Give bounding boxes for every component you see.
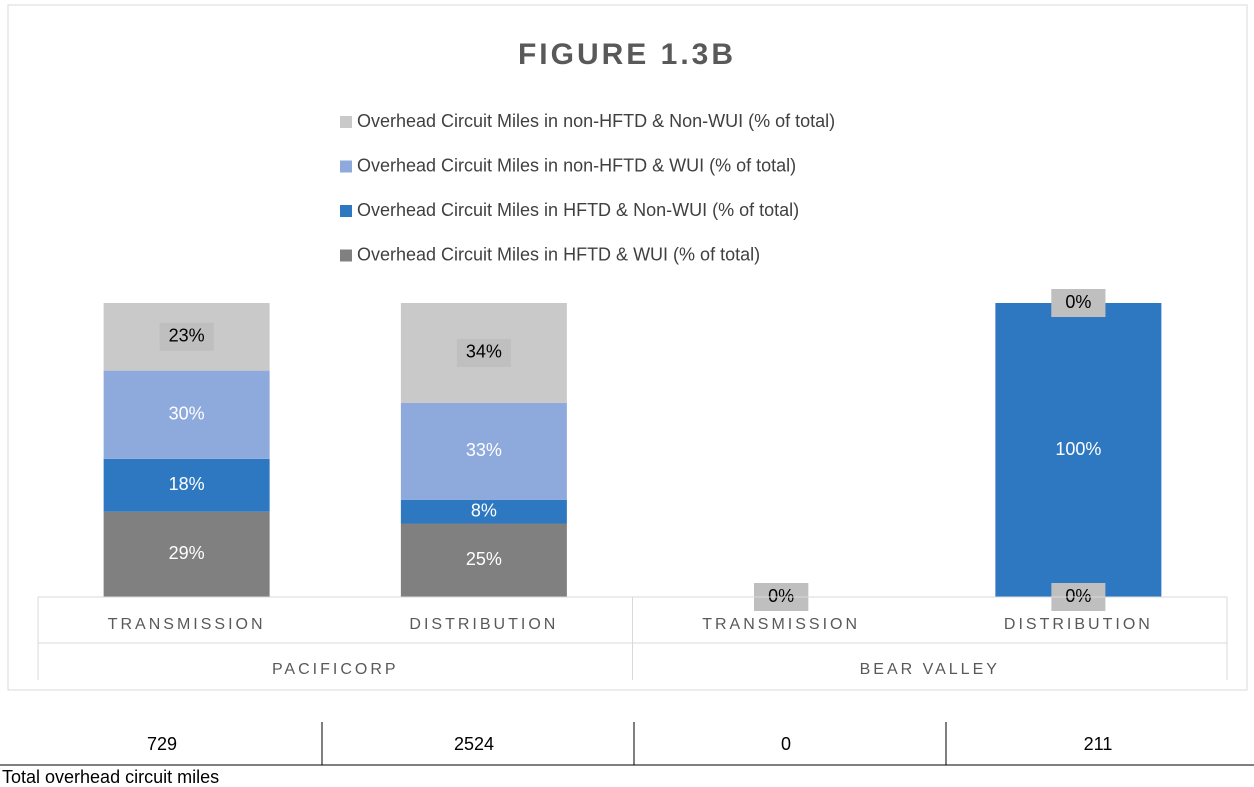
bar-segment [400, 402, 567, 500]
bar-segment [995, 303, 1162, 597]
group-label: BEAR VALLEY [860, 661, 1000, 678]
legend-label: Overhead Circuit Miles in HFTD & Non-WUI… [357, 200, 799, 220]
data-label: 8% [471, 500, 497, 520]
table-cell: 211 [1084, 734, 1113, 754]
data-label: 0% [1065, 292, 1091, 312]
bar-segment [400, 499, 567, 524]
table-cell: 729 [147, 734, 177, 754]
x-tick-label: DISTRIBUTION [409, 616, 558, 633]
legend-swatch [340, 249, 352, 262]
data-label: 0% [1065, 586, 1091, 606]
bar-segment [400, 523, 567, 597]
label-box [159, 322, 214, 351]
label-box [1051, 289, 1106, 317]
data-label: 23% [169, 326, 205, 346]
legend-label: Overhead Circuit Miles in non-HFTD & WUI… [357, 155, 796, 175]
legend-label: Overhead Circuit Miles in HFTD & WUI (% … [357, 244, 760, 264]
table-cell: 2524 [454, 734, 494, 754]
data-label: 34% [466, 342, 502, 362]
label-box [456, 338, 511, 367]
x-tick-label: DISTRIBUTION [1004, 616, 1153, 633]
legend-label: Overhead Circuit Miles in non-HFTD & Non… [357, 111, 835, 131]
legend-swatch [340, 116, 352, 128]
legend-swatch [340, 160, 352, 173]
data-label: 18% [169, 474, 205, 494]
x-tick-label: TRANSMISSION [702, 616, 860, 633]
data-label: 30% [169, 403, 205, 423]
bar-segment [103, 511, 270, 597]
bar-segment [103, 458, 270, 512]
x-tick-label: TRANSMISSION [108, 616, 266, 633]
bar-segment [103, 370, 270, 459]
data-label: 29% [169, 543, 205, 563]
legend-swatch [340, 205, 352, 217]
data-label: 0% [768, 586, 794, 606]
table-caption: Total overhead circuit miles [2, 767, 219, 787]
chart-title: FIGURE 1.3B [518, 38, 736, 71]
table-cell: 0 [781, 734, 791, 754]
group-label: PACIFICORP [272, 661, 399, 678]
data-label: 33% [466, 440, 502, 460]
data-label: 100% [1055, 439, 1101, 459]
data-label: 25% [466, 549, 502, 569]
